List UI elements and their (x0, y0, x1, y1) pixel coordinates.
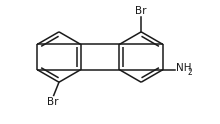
Text: Br: Br (135, 6, 147, 16)
Text: 2: 2 (188, 68, 192, 77)
Text: NH: NH (176, 63, 192, 73)
Text: Br: Br (47, 97, 58, 108)
